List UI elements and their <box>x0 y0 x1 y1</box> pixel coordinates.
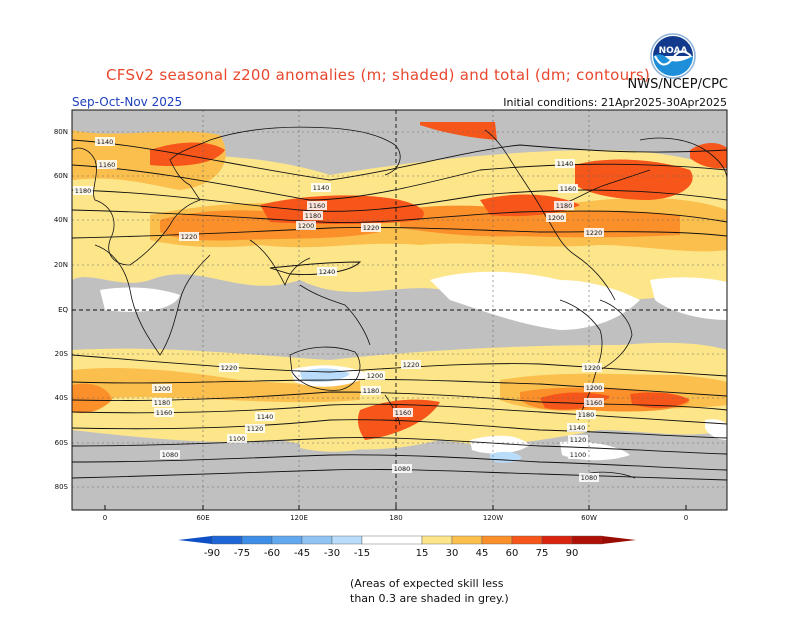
colorbar-cell <box>301 535 333 545</box>
lon-label: 120E <box>290 514 308 522</box>
latitude-labels: 80N 60N 40N 20N EQ 20S 40S 60S 80S <box>54 128 69 491</box>
footnote-line: than 0.3 are shaded in grey.) <box>350 592 509 605</box>
colorbar-cell <box>241 535 273 545</box>
colorbar-tick: 75 <box>536 548 549 559</box>
contour-label: 1220 <box>181 233 198 241</box>
colorbar-tick: -90 <box>204 548 220 559</box>
lat-label: 60N <box>54 172 68 180</box>
longitude-labels: 0 60E 120E 180 120W 60W 0 <box>103 514 688 522</box>
contour-label: 1180 <box>578 411 595 419</box>
colorbar-tick: 45 <box>476 548 489 559</box>
contour-label: 1180 <box>75 187 92 195</box>
colorbar-tick: -75 <box>234 548 250 559</box>
contour-label: 1220 <box>586 229 603 237</box>
contour-label: 1200 <box>298 222 315 230</box>
colorbar-cell <box>421 535 453 545</box>
colorbar-cell <box>511 535 543 545</box>
agency-label: NWS/NCEP/CPC <box>627 77 728 92</box>
colorbar-tick: 30 <box>446 548 459 559</box>
lat-label: 40N <box>54 216 68 224</box>
colorbar-cell <box>451 535 483 545</box>
colorbar-cell <box>481 535 513 545</box>
contour-label: 1160 <box>586 399 603 407</box>
colorbar-ticks: -90 -75 -60 -45 -30 -15 15 30 45 60 75 9… <box>204 548 579 559</box>
initial-conditions-label: Initial conditions: 21Apr2025-30Apr2025 <box>503 96 727 109</box>
map-title: CFSv2 seasonal z200 anomalies (m; shaded… <box>106 66 651 84</box>
colorbar-tick: 60 <box>506 548 519 559</box>
colorbar-high-arrow <box>602 536 636 544</box>
contour-label: 1220 <box>363 224 380 232</box>
contour-label: 1100 <box>570 451 587 459</box>
lat-label: 40S <box>55 394 69 402</box>
contour-label: 1220 <box>221 364 238 372</box>
contour-label: 1140 <box>97 138 114 146</box>
contour-label: 1200 <box>586 384 603 392</box>
contour-label: 1080 <box>394 465 411 473</box>
lat-label: 20S <box>55 350 69 358</box>
lon-label: 60W <box>581 514 597 522</box>
lon-label: 0 <box>684 514 688 522</box>
colorbar-cell <box>541 535 573 545</box>
lat-label: 80N <box>54 128 68 136</box>
contour-label: 1200 <box>367 372 384 380</box>
contour-label: 1080 <box>581 474 598 482</box>
lon-label: 0 <box>103 514 107 522</box>
contour-label: 1140 <box>313 184 330 192</box>
colorbar-cell <box>271 535 303 545</box>
contour-label: 1100 <box>229 435 246 443</box>
colorbar-tick: -60 <box>264 548 280 559</box>
contour-label: 1200 <box>154 385 171 393</box>
colorbar-tick: 15 <box>416 548 429 559</box>
colorbar-tick: 90 <box>566 548 579 559</box>
contour-label: 1080 <box>162 451 179 459</box>
footnote-line: (Areas of expected skill less <box>350 577 504 590</box>
lat-label: EQ <box>58 306 68 314</box>
colorbar-tick: -15 <box>354 548 370 559</box>
colorbar: -90 -75 -60 -45 -30 -15 15 30 45 60 75 9… <box>178 535 636 559</box>
colorbar-cell <box>571 535 603 545</box>
contour-label: 1140 <box>569 424 586 432</box>
contour-label: 1160 <box>156 409 173 417</box>
contour-label: 1120 <box>570 436 587 444</box>
colorbar-cell <box>331 535 363 545</box>
contour-label: 1140 <box>257 413 274 421</box>
colorbar-cell <box>211 535 243 545</box>
contour-label: 1200 <box>548 214 565 222</box>
map-frame <box>71 109 728 511</box>
contour-label: 1180 <box>154 399 171 407</box>
contour-label: 1140 <box>557 160 574 168</box>
lat-label: 20N <box>54 261 68 269</box>
contour-labels: 1140 1160 1180 1140 1160 1180 1200 1220 … <box>73 137 604 482</box>
contour-label: 1220 <box>584 364 601 372</box>
lon-label: 120W <box>483 514 503 522</box>
colorbar-tick: -45 <box>294 548 310 559</box>
colorbar-cell <box>361 535 423 545</box>
contour-label: 1160 <box>395 409 412 417</box>
contour-label: 1240 <box>319 268 336 276</box>
season-label: Sep-Oct-Nov 2025 <box>72 95 183 109</box>
axes-lines <box>72 110 727 510</box>
logo-text: NOAA <box>659 46 688 56</box>
contour-label: 1180 <box>363 387 380 395</box>
height-contours <box>72 139 727 481</box>
contour-label: 1180 <box>305 212 322 220</box>
footnote: (Areas of expected skill less than 0.3 a… <box>350 576 550 606</box>
map-panel: 80N 60N 40N 20N EQ 20S 40S 60S 80S 0 60E… <box>54 109 728 522</box>
contour-label: 1180 <box>556 202 573 210</box>
contour-label: 1160 <box>99 161 116 169</box>
contour-label: 1160 <box>309 202 326 210</box>
lon-label: 180 <box>389 514 402 522</box>
lat-label: 80S <box>55 483 69 491</box>
noaa-logo: NOAA <box>650 33 696 79</box>
colorbar-low-arrow <box>178 536 212 544</box>
contour-label: 1160 <box>560 185 577 193</box>
graticule <box>72 110 727 510</box>
colorbar-cells <box>178 535 636 545</box>
contour-label: 1120 <box>247 425 264 433</box>
lon-label: 60E <box>196 514 209 522</box>
contour-label: 1220 <box>403 361 420 369</box>
colorbar-tick: -30 <box>324 548 340 559</box>
lat-label: 60S <box>55 439 69 447</box>
